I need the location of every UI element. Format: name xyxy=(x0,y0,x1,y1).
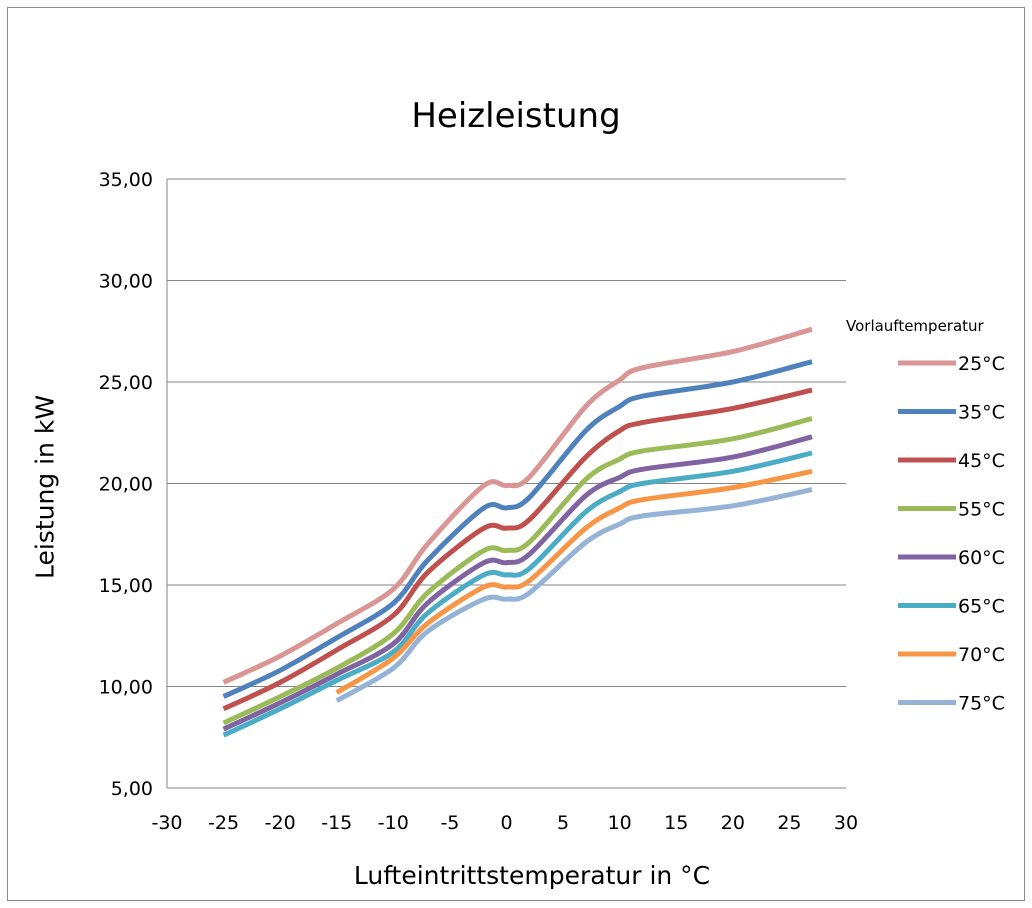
series-line-60 xyxy=(222,434,813,732)
series-line-70 xyxy=(335,468,813,695)
x-tick-label: -20 xyxy=(265,812,296,834)
x-tick-label: 15 xyxy=(664,812,688,834)
y-axis-label: Leistung in kW xyxy=(30,394,60,580)
series-line-35 xyxy=(222,359,813,699)
x-axis-label: Lufteintrittstemperatur in °C xyxy=(353,861,711,890)
legend-title: Vorlauftemperatur xyxy=(846,317,985,335)
x-tick-label: 25 xyxy=(777,812,801,834)
x-tick-label: 0 xyxy=(500,812,512,834)
legend: Vorlauftemperatur 25°C 35°C 45°C 55°C 60°C 65°… xyxy=(846,317,1005,715)
x-tick-label: -15 xyxy=(321,812,352,834)
legend-label: 75°C xyxy=(958,693,1005,715)
legend-label: 25°C xyxy=(958,353,1005,375)
y-tick-label: 30,00 xyxy=(99,271,153,293)
y-tick-label: 5,00 xyxy=(111,778,153,800)
legend-label: 65°C xyxy=(958,596,1005,618)
y-tick-label: 35,00 xyxy=(99,169,153,191)
y-tick-label: 20,00 xyxy=(99,474,153,496)
x-tick-label: 5 xyxy=(557,812,569,834)
legend-label: 35°C xyxy=(958,402,1005,424)
y-tick-label: 15,00 xyxy=(99,575,153,597)
x-tick-label: -25 xyxy=(208,812,239,834)
legend-label: 55°C xyxy=(958,499,1005,521)
x-tick-label: -5 xyxy=(440,812,459,834)
chart-frame xyxy=(7,7,1025,901)
legend-label: 45°C xyxy=(958,450,1005,472)
series-lines xyxy=(222,326,813,738)
y-tick-label: 10,00 xyxy=(99,677,153,699)
x-tick-label: -10 xyxy=(378,812,409,834)
chart-title: Heizleistung xyxy=(411,96,621,136)
grid-lines xyxy=(167,178,846,687)
y-tick-label: 25,00 xyxy=(99,372,153,394)
legend-label: 60°C xyxy=(958,547,1005,569)
x-tick-label: 10 xyxy=(608,812,632,834)
x-tick-label: 30 xyxy=(834,812,858,834)
series-line-25 xyxy=(222,326,813,685)
legend-label: 70°C xyxy=(958,644,1005,666)
series-line-45 xyxy=(222,387,813,712)
series-line-55 xyxy=(222,416,813,726)
series-line-65 xyxy=(222,450,813,738)
x-tick-label: -30 xyxy=(151,812,182,834)
axes: 5,00 10,00 15,00 20,00 25,00 30,00 35,00 -30 -25… xyxy=(99,169,859,834)
x-tick-label: 20 xyxy=(721,812,745,834)
series-line-75 xyxy=(335,487,813,703)
